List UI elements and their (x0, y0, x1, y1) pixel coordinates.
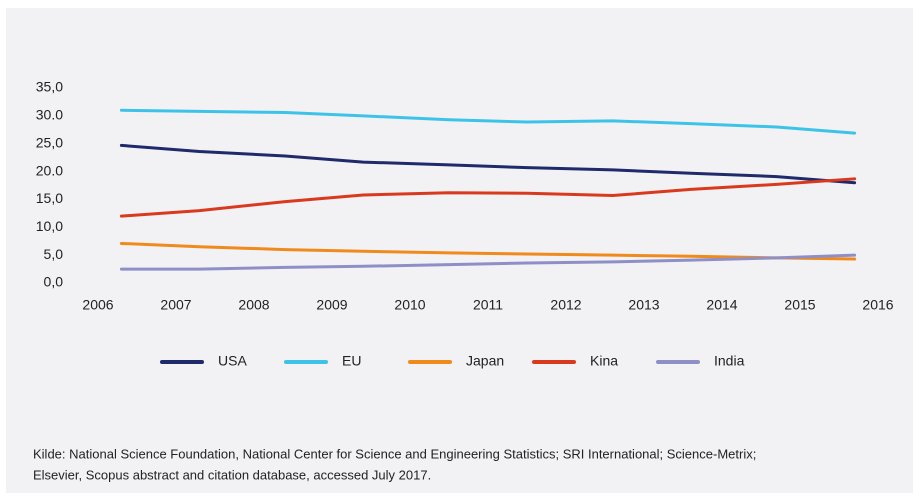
x-tick-label: 2011 (473, 297, 503, 313)
source-note: Kilde: National Science Foundation, Nati… (33, 446, 756, 461)
legend-label: Japan (466, 353, 504, 369)
x-tick-label: 2010 (394, 297, 425, 313)
x-tick-label: 2006 (82, 297, 113, 313)
series-line (119, 177, 857, 218)
x-tick-label: 2007 (160, 297, 191, 313)
y-tick-label: 30.0 (36, 107, 63, 123)
x-tick-label: 2012 (550, 297, 581, 313)
y-tick-label: 35,0 (36, 79, 63, 95)
y-tick-label: 5,0 (44, 246, 64, 262)
legend-label: Kina (590, 353, 618, 369)
y-tick-label: 25,0 (36, 134, 63, 150)
legend-label: USA (218, 353, 247, 369)
x-tick-label: 2015 (784, 297, 815, 313)
x-tick-label: 2013 (628, 297, 659, 313)
y-tick-label: 0,0 (44, 274, 64, 290)
legend-label: EU (342, 353, 361, 369)
x-tick-label: 2009 (316, 297, 347, 313)
y-tick-label: 20.0 (36, 162, 63, 178)
series-line (119, 143, 857, 185)
series-line (119, 108, 857, 135)
y-tick-label: 15,0 (36, 190, 63, 206)
x-tick-label: 2014 (706, 297, 737, 313)
panel (6, 8, 913, 493)
series-line (119, 253, 857, 271)
x-tick-label: 2016 (862, 297, 893, 313)
legend-label: India (714, 353, 745, 369)
source-note: Elsevier, Scopus abstract and citation d… (33, 467, 431, 482)
y-tick-label: 10,0 (36, 218, 63, 234)
x-tick-label: 2008 (238, 297, 269, 313)
series-line (119, 241, 857, 261)
